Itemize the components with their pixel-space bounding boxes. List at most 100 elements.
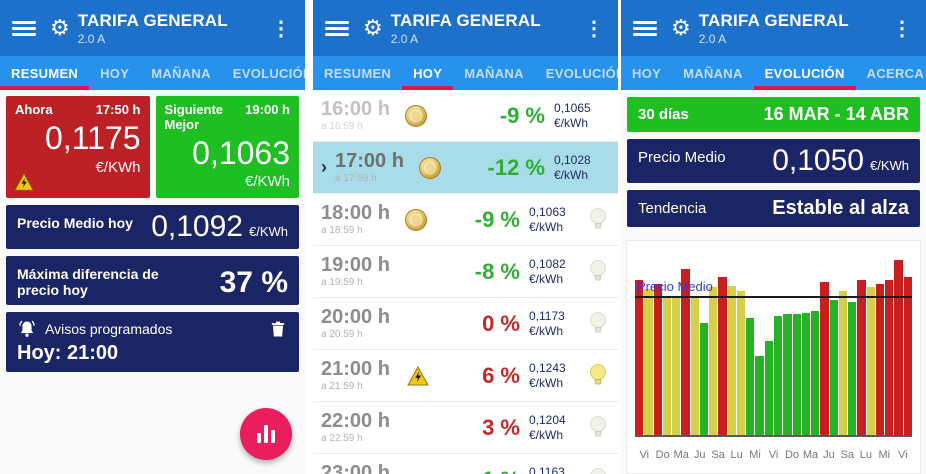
chart-bar [801, 312, 811, 435]
app-title: TARIFA GENERAL [698, 10, 849, 30]
gear-icon[interactable]: ⚙ [50, 15, 70, 40]
chart-bar [857, 280, 866, 435]
hamburger-menu-icon[interactable] [325, 20, 349, 36]
chart-bar [718, 276, 727, 435]
period-label: 30 días [638, 106, 689, 123]
hour-time: 22:00 h [321, 410, 390, 432]
kebab-menu-icon[interactable]: ⋮ [892, 17, 912, 40]
app-bar: ⚙ TARIFA GENERAL 2.0 A ⋮ [313, 0, 618, 56]
hour-unit: €/kWh [529, 271, 564, 286]
app-subtitle: 2.0 A [698, 31, 727, 46]
tab[interactable]: MAÑANA [151, 65, 211, 81]
warning-triangle-icon [407, 365, 429, 386]
hour-range: a 20:59 h [321, 329, 363, 340]
hour-time-block: 22:00 h a 22:59 h [321, 411, 401, 444]
x-axis-tick-label: Ju [823, 449, 835, 461]
x-axis-tick-label: Ma [673, 449, 689, 461]
hour-row[interactable]: › 20:00 h a 20:59 h 0 % 0,1173 €/kWh [313, 298, 618, 350]
next-price: 0,1063 [192, 134, 290, 171]
tab[interactable]: EVOLUCIÓN [232, 65, 305, 81]
kebab-menu-icon[interactable]: ⋮ [584, 17, 604, 40]
hour-time-block: 19:00 h a 19:59 h [321, 255, 401, 288]
bulb-icon [590, 311, 606, 332]
title-block: TARIFA GENERAL 2.0 A [699, 11, 890, 46]
now-unit: €/KWh [95, 158, 141, 176]
hour-time: 20:00 h [321, 306, 390, 328]
chevron-right-icon: › [321, 157, 327, 177]
x-axis-tick-label: Lu [730, 449, 743, 461]
hour-price: 0,1173 [529, 309, 565, 324]
chart-bar [672, 296, 681, 435]
tab[interactable]: HOY [100, 65, 130, 81]
chart-bar [764, 341, 773, 435]
chart-bar [792, 314, 801, 435]
hour-row[interactable]: › 23:00 h -1 % 0,1163 €/kWh [313, 454, 618, 474]
hour-percent: -8 % [474, 258, 520, 284]
chart-bar [894, 260, 903, 435]
hour-row[interactable]: › 18:00 h a 18:59 h -9 % 0,1063 €/kWh [313, 194, 618, 246]
hour-price: 0,1163 [529, 465, 565, 474]
chart-bar [773, 316, 783, 435]
now-time: 17:50 h [95, 102, 141, 117]
hour-row[interactable]: › 16:00 h a 16:59 h -9 % 0,1065 €/kWh [313, 90, 618, 142]
period-card: 30 días 16 MAR - 14 ABR [627, 97, 920, 132]
bulb-icon [590, 259, 606, 280]
tab[interactable]: RESUMEN [0, 56, 89, 90]
hour-price-block: 0,1243 €/kWh [529, 361, 583, 390]
gear-icon[interactable]: ⚙ [671, 15, 691, 40]
hour-time: 18:00 h [321, 202, 390, 224]
x-axis-tick-label: Sa [840, 449, 855, 461]
now-price-card: Ahora 17:50 h 0,1175 €/KWh [6, 96, 150, 198]
app-subtitle: 2.0 A [77, 31, 106, 46]
bell-icon [19, 320, 35, 337]
hour-price-block: 0,1028 €/kWh [554, 153, 608, 182]
next-unit: €/KWh [244, 173, 290, 191]
x-axis-tick-label: Vi [898, 449, 908, 461]
tab[interactable]: ACERCA DE [866, 65, 926, 81]
tab[interactable]: HOY [402, 56, 453, 90]
bulb-icon [590, 207, 606, 228]
hour-percent: 0 % [482, 310, 520, 336]
kebab-menu-icon[interactable]: ⋮ [271, 17, 291, 40]
hour-row[interactable]: › 19:00 h a 19:59 h -8 % 0,1082 €/kWh [313, 246, 618, 298]
hour-unit: €/kWh [554, 115, 589, 130]
title-block: TARIFA GENERAL 2.0 A [391, 11, 582, 46]
hour-range: a 18:59 h [321, 225, 363, 236]
hour-row[interactable]: › 22:00 h a 22:59 h 3 % 0,1204 €/kWh [313, 402, 618, 454]
period-average-card: Precio Medio 0,1050 €/KWh [627, 139, 920, 183]
chart-bar [829, 300, 838, 435]
tab[interactable]: EVOLUCIÓN [754, 56, 856, 90]
panel-hoy: ⚙ TARIFA GENERAL 2.0 A ⋮ RESUMEN HOY MAÑ… [313, 0, 618, 474]
hamburger-menu-icon[interactable] [633, 20, 657, 36]
hour-time-block: 18:00 h a 18:59 h [321, 203, 401, 236]
period-average-value: 0,1050 [772, 144, 864, 177]
chart-bar [848, 301, 857, 435]
hour-percent: 3 % [482, 414, 520, 440]
x-axis-tick-label: Do [655, 449, 670, 461]
tab-bar: RESUMEN HOY MAÑANA EVOLUCIÓN [0, 56, 305, 90]
trend-value: Estable al alza [772, 197, 909, 219]
bulb-icon [590, 415, 606, 436]
period-range: 16 MAR - 14 ABR [763, 104, 909, 124]
chart-fab-button[interactable] [240, 408, 292, 460]
max-difference-value: 37 % [219, 266, 288, 299]
now-label: Ahora [15, 102, 53, 117]
tab[interactable]: EVOLUCIÓN [545, 65, 618, 81]
tab[interactable]: MAÑANA [464, 65, 524, 81]
hour-time-block: 16:00 h a 16:59 h [321, 99, 401, 132]
trash-icon[interactable] [268, 319, 288, 339]
gear-icon[interactable]: ⚙ [363, 15, 383, 40]
hour-time: 21:00 h [321, 358, 390, 380]
trend-label: Tendencia [638, 200, 707, 217]
average-price-unit: €/KWh [248, 224, 288, 239]
hour-price-block: 0,1163 €/kWh [529, 465, 583, 474]
tab[interactable]: HOY [632, 65, 662, 81]
hamburger-menu-icon[interactable] [12, 20, 36, 36]
chart-bar [811, 310, 820, 435]
tab[interactable]: RESUMEN [324, 65, 392, 81]
hour-row[interactable]: › 21:00 h a 21:59 h 6 % 0,1243 €/kWh [313, 350, 618, 402]
hour-range: a 21:59 h [321, 381, 363, 392]
hour-row[interactable]: › 17:00 h a 17:59 h -12 % 0,1028 €/kWh [313, 142, 618, 194]
tab[interactable]: MAÑANA [683, 65, 743, 81]
x-axis-tick-label: Sa [711, 449, 725, 461]
